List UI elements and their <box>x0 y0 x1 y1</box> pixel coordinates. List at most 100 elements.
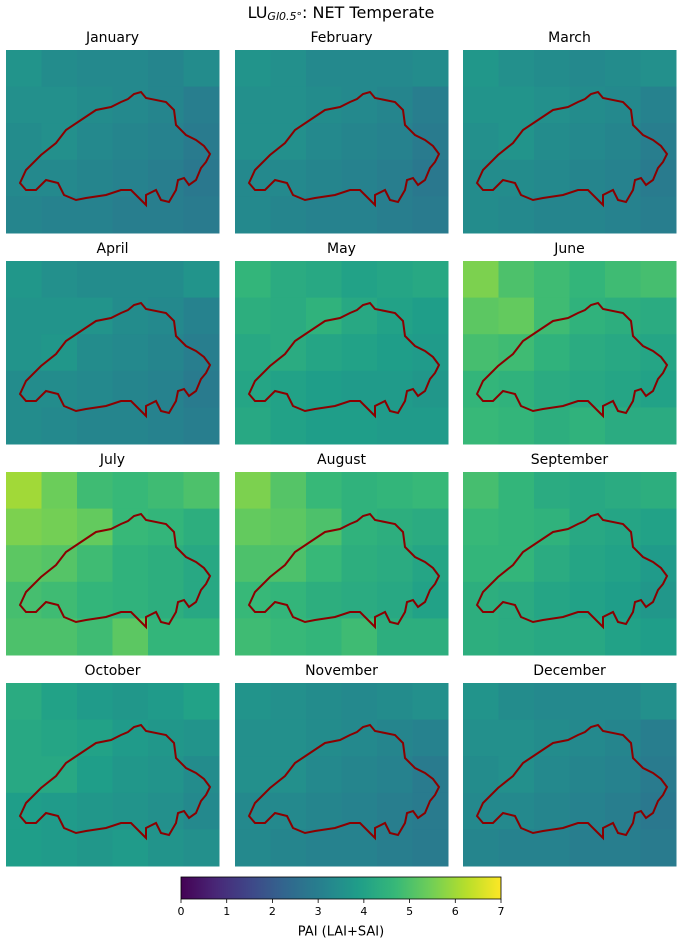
grid-cell <box>41 407 78 445</box>
panel-title: January <box>85 30 139 46</box>
grid-cell <box>498 159 535 197</box>
panel-title: October <box>84 663 140 679</box>
grid-cell <box>6 297 42 335</box>
grid-cell <box>235 50 271 88</box>
grid-cell <box>377 86 413 124</box>
grid-cell <box>498 370 535 408</box>
grid-cell <box>6 829 42 867</box>
grid-cell <box>412 581 449 619</box>
grid-cell <box>270 472 307 510</box>
grid-cell <box>569 297 606 335</box>
grid-cell <box>498 407 535 445</box>
grid-cell <box>463 123 499 161</box>
grid-cell <box>463 618 499 656</box>
grid-cell <box>41 196 78 234</box>
title-subscript: Gl0.5° <box>267 10 302 23</box>
grid-cell <box>605 472 641 510</box>
grid-cell <box>412 756 449 794</box>
grid-cell <box>534 618 570 656</box>
grid-cell <box>640 261 677 299</box>
grid-cell <box>235 683 271 721</box>
grid-cell <box>412 123 449 161</box>
grid-cell <box>183 370 220 408</box>
grid-cell <box>640 683 677 721</box>
grid-cell <box>341 334 378 372</box>
grid-cell <box>534 159 570 197</box>
grid-cell <box>463 86 499 124</box>
grid-cell <box>377 683 413 721</box>
grid-cell <box>235 407 271 445</box>
grid-cell <box>306 792 342 830</box>
map-panel <box>235 472 449 656</box>
grid-cell <box>41 159 78 197</box>
grid-cell <box>270 508 307 546</box>
grid-cell <box>498 508 535 546</box>
grid-cell <box>112 719 149 757</box>
colorbar-label: PAI (LAI+SAI) <box>298 925 384 940</box>
grid-cell <box>498 756 535 794</box>
figure-title: LUGl0.5°: NET Temperate <box>248 3 435 24</box>
grid-cell <box>640 50 677 88</box>
grid-cell <box>77 792 113 830</box>
grid-cell <box>605 297 641 335</box>
colorbar-tick-label: 7 <box>498 905 505 918</box>
grid-cell <box>270 618 307 656</box>
grid-cell <box>498 683 535 721</box>
grid-cell <box>463 407 499 445</box>
grid-cell <box>341 756 378 794</box>
grid-cell <box>463 196 499 234</box>
grid-cell <box>498 297 535 335</box>
grid-cell <box>148 50 184 88</box>
grid-cell <box>235 86 271 124</box>
grid-cell <box>569 756 606 794</box>
grid-cell <box>341 545 378 583</box>
grid-cell <box>605 123 641 161</box>
panel-title: December <box>533 663 606 679</box>
grid-cell <box>41 581 78 619</box>
map-panel <box>235 261 449 445</box>
grid-cell <box>498 545 535 583</box>
grid-cell <box>605 261 641 299</box>
grid-cell <box>235 297 271 335</box>
panel-title: June <box>553 241 585 257</box>
panel-title: February <box>310 30 372 46</box>
grid-cell <box>605 86 641 124</box>
grid-cell <box>112 472 149 510</box>
grid-cell <box>534 261 570 299</box>
grid-cell <box>534 370 570 408</box>
grid-cell <box>6 472 42 510</box>
grid-cell <box>534 792 570 830</box>
grid-cell <box>112 756 149 794</box>
grid-cell <box>41 334 78 372</box>
grid-cell <box>6 756 42 794</box>
grid-cell <box>77 829 113 867</box>
grid-cell <box>183 683 220 721</box>
grid-cell <box>183 123 220 161</box>
grid-cell <box>148 829 184 867</box>
grid-cell <box>235 334 271 372</box>
grid-cell <box>183 618 220 656</box>
grid-cell <box>341 508 378 546</box>
grid-cell <box>148 719 184 757</box>
grid-cell <box>41 683 78 721</box>
grid-cell <box>640 407 677 445</box>
colorbar-tick-label: 2 <box>269 905 276 918</box>
grid-cell <box>148 261 184 299</box>
grid-cell <box>6 261 42 299</box>
title-main: LU <box>248 3 268 22</box>
colorbar-tick-label: 6 <box>452 905 459 918</box>
grid-cell <box>41 86 78 124</box>
grid-cell <box>498 123 535 161</box>
grid-cell <box>463 792 499 830</box>
grid-cell <box>463 159 499 197</box>
grid-cell <box>534 829 570 867</box>
grid-cell <box>270 297 307 335</box>
grid-cell <box>6 407 42 445</box>
grid-cell <box>41 297 78 335</box>
colorbar-tick-label: 5 <box>406 905 413 918</box>
grid-cell <box>306 370 342 408</box>
grid-cell <box>640 196 677 234</box>
grid-cell <box>183 472 220 510</box>
colorbar-tick-label: 3 <box>315 905 322 918</box>
grid-cell <box>640 123 677 161</box>
